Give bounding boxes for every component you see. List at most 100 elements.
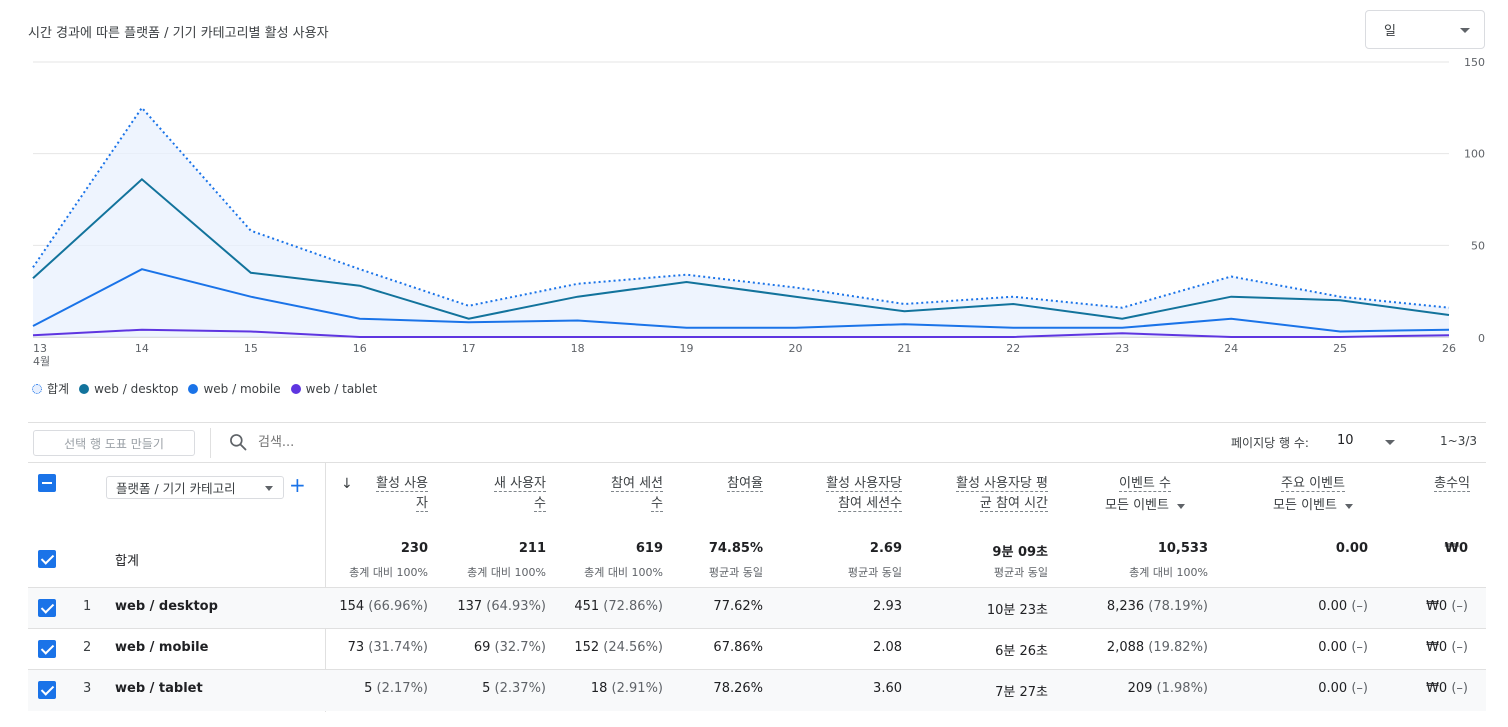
cell-engagement-rate: 67.86% (713, 640, 763, 655)
y-tick-label: 0 (1478, 332, 1485, 345)
pagination-status: 1~3/3 (1440, 434, 1478, 448)
cell-key-events: 0.00 (–) (1318, 681, 1368, 696)
column-header-active-users[interactable]: 활성 사용 자 (360, 474, 428, 514)
legend-desktop-icon (79, 383, 90, 394)
chevron-down-icon[interactable] (1385, 440, 1395, 445)
x-tick-label: 21 (897, 342, 911, 355)
dimension-select-value: 플랫폼 / 기기 카테고리 (116, 481, 236, 496)
row-checkbox[interactable] (38, 599, 56, 617)
legend-tablet-icon (290, 383, 301, 394)
legend-label: web / mobile (203, 381, 281, 396)
total-avg-engagement-time-sub: 평균과 동일 (993, 566, 1048, 579)
event-filter-select[interactable]: 모든 이벤트 (1105, 496, 1185, 516)
total-revenue: ₩0 (1444, 541, 1468, 556)
total-event-count-sub: 총계 대비 100% (1129, 566, 1208, 579)
row-number: 2 (83, 640, 92, 655)
cell-revenue: ₩0 (–) (1426, 599, 1468, 614)
total-event-count: 10,533 (1157, 541, 1208, 556)
total-sessions-per-user-sub: 평균과 동일 (847, 566, 902, 579)
x-tick-label: 15 (244, 342, 258, 355)
row-dimension[interactable]: web / mobile (115, 640, 209, 655)
column-header-revenue[interactable]: 총수익 (1400, 474, 1470, 494)
column-header-key-events[interactable]: 주요 이벤트 모든 이벤트 (1248, 474, 1378, 516)
cell-event-count: 2,088 (19.82%) (1106, 640, 1208, 655)
row-number: 3 (83, 681, 92, 696)
chevron-down-icon (1344, 503, 1353, 509)
sort-descending-icon[interactable]: ↓ (341, 476, 353, 492)
legend-item-desktop[interactable]: web / desktop (79, 382, 178, 396)
legend-label: web / tablet (305, 381, 378, 396)
cell-key-events: 0.00 (–) (1318, 599, 1368, 614)
line-chart: 0 50 100 150 13 14 15 16 17 18 19 20 21 22 23 24 25 26 4월 (32, 56, 1485, 368)
legend-label: web / desktop (94, 381, 179, 396)
column-header-line: 수 (534, 496, 546, 512)
chevron-down-icon (1176, 503, 1185, 509)
dimension-select[interactable]: 플랫폼 / 기기 카테고리 (106, 476, 284, 499)
cell-new-users: 5 (2.37%) (482, 681, 546, 696)
x-tick-label: 17 (462, 342, 476, 355)
column-header-engagement-rate[interactable]: 참여율 (690, 474, 763, 494)
legend-label: 합계 (47, 382, 70, 396)
column-header-new-users[interactable]: 새 사용자 수 (470, 474, 546, 514)
total-avg-engagement-time: 9분 09초 (992, 545, 1048, 560)
total-engagement-rate: 74.85% (708, 541, 763, 556)
select-all-checkbox[interactable] (38, 474, 56, 492)
cell-sessions-per-user: 3.60 (873, 681, 902, 696)
column-header-line: 참여율 (727, 476, 763, 492)
row-checkbox[interactable] (38, 640, 56, 658)
cell-sessions-per-user: 2.08 (873, 640, 902, 655)
column-header-sessions-per-user[interactable]: 활성 사용자당 참여 세션수 (790, 474, 902, 514)
cell-avg-engagement-time: 6분 26초 (995, 644, 1048, 659)
cell-avg-engagement-time: 7분 27초 (995, 685, 1048, 700)
legend-item-total[interactable]: 합계 (32, 380, 69, 397)
total-engaged-sessions-sub: 총계 대비 100% (584, 566, 663, 579)
row-dimension[interactable]: web / desktop (115, 599, 218, 614)
column-header-line: 자 (416, 496, 428, 512)
row-dimension[interactable]: web / tablet (115, 681, 203, 696)
column-header-avg-engagement-time[interactable]: 활성 사용자당 평 균 참여 시간 (920, 474, 1048, 514)
cell-revenue: ₩0 (–) (1426, 681, 1468, 696)
search-input[interactable] (258, 432, 558, 452)
total-row-checkbox[interactable] (38, 550, 56, 568)
row-number: 1 (83, 599, 92, 614)
cell-sessions-per-user: 2.93 (873, 599, 902, 614)
column-header-line: 주요 이벤트 (1281, 476, 1345, 492)
cell-engaged-sessions: 451 (72.86%) (574, 599, 663, 614)
x-tick-label: 14 (135, 342, 149, 355)
create-chart-from-selection-button[interactable]: 선택 행 도표 만들기 (33, 430, 195, 456)
series-line-3 (32, 328, 1450, 338)
legend-item-mobile[interactable]: web / mobile (188, 381, 281, 396)
column-header-line: 활성 사용자당 (826, 476, 902, 492)
total-new-users: 211 (518, 541, 546, 556)
column-header-line: 활성 사용자당 평 (956, 476, 1048, 492)
legend-item-tablet[interactable]: web / tablet (290, 381, 378, 396)
key-event-filter-select[interactable]: 모든 이벤트 (1273, 496, 1353, 516)
y-tick-label: 50 (1471, 239, 1485, 252)
granularity-value: 일 (1384, 24, 1396, 39)
series-line-total (32, 106, 1450, 309)
chevron-down-icon (1460, 28, 1470, 33)
x-tick-label: 18 (571, 342, 585, 355)
total-active-users: 230 (400, 541, 428, 556)
event-filter-value: 모든 이벤트 (1105, 498, 1169, 513)
x-tick-label: 25 (1333, 342, 1347, 355)
chart-legend: 합계 web / desktop web / mobile web / tabl… (32, 380, 377, 397)
chart-title: 시간 경과에 따른 플랫폼 / 기기 카테고리별 활성 사용자 (28, 26, 329, 41)
cell-active-users: 5 (2.17%) (364, 681, 428, 696)
granularity-select[interactable]: 일 (1365, 10, 1485, 49)
add-dimension-icon[interactable]: + (289, 473, 306, 497)
cell-engaged-sessions: 152 (24.56%) (574, 640, 663, 655)
column-header-engaged-sessions[interactable]: 참여 세션 수 (586, 474, 663, 514)
x-tick-label: 16 (353, 342, 367, 355)
total-engaged-sessions: 619 (635, 541, 663, 556)
rows-per-page-select[interactable]: 10 (1337, 433, 1354, 448)
x-tick-label: 26 (1442, 342, 1456, 355)
chevron-down-icon (265, 486, 273, 491)
total-row-label: 합계 (115, 554, 139, 569)
divider (28, 587, 1486, 588)
x-tick-label: 22 (1006, 342, 1020, 355)
row-checkbox[interactable] (38, 681, 56, 699)
column-header-line: 수 (651, 496, 663, 512)
column-header-event-count[interactable]: 이벤트 수 모든 이벤트 (1080, 474, 1210, 516)
column-header-line: 참여 세션 (611, 476, 663, 492)
